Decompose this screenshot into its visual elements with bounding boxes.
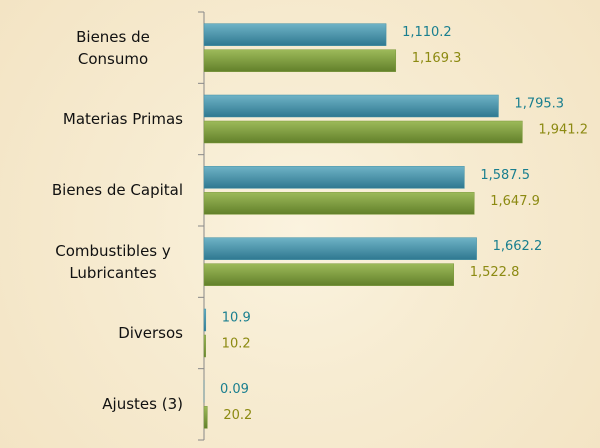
category-label: Diversos <box>118 322 183 344</box>
bar <box>204 238 477 260</box>
bar <box>204 406 207 428</box>
bar <box>204 309 206 331</box>
bar <box>204 192 474 214</box>
category-label: Bienes de Capital <box>52 179 183 201</box>
bar <box>204 50 396 72</box>
value-label: 1,795.3 <box>514 97 564 112</box>
bar <box>204 24 386 46</box>
bar <box>204 335 206 357</box>
category-label: Ajustes (3) <box>102 393 183 415</box>
bar <box>204 95 498 117</box>
value-label: 1,647.9 <box>490 194 540 209</box>
chart: 1,110.2 1,169.3 1,795.3 1,941.2 1,587.5 1,647… <box>0 0 600 448</box>
value-label: 1,662.2 <box>493 239 543 254</box>
bar <box>204 166 464 188</box>
bar <box>204 264 454 286</box>
category-label: Combustibles y Lubricantes <box>43 240 183 284</box>
value-label: 10.2 <box>222 337 251 352</box>
value-label: 1,169.3 <box>412 51 462 66</box>
value-label: 1,110.2 <box>402 25 452 40</box>
category-label: Bienes de Consumo <box>43 26 183 70</box>
value-label: 0.09 <box>220 382 249 397</box>
value-label: 1,522.8 <box>470 265 520 280</box>
bar <box>204 121 522 143</box>
value-label: 1,587.5 <box>480 168 530 183</box>
category-label: Materias Primas <box>63 108 183 130</box>
value-label: 20.2 <box>223 408 252 423</box>
value-label: 10.9 <box>222 311 251 326</box>
value-label: 1,941.2 <box>538 123 588 138</box>
